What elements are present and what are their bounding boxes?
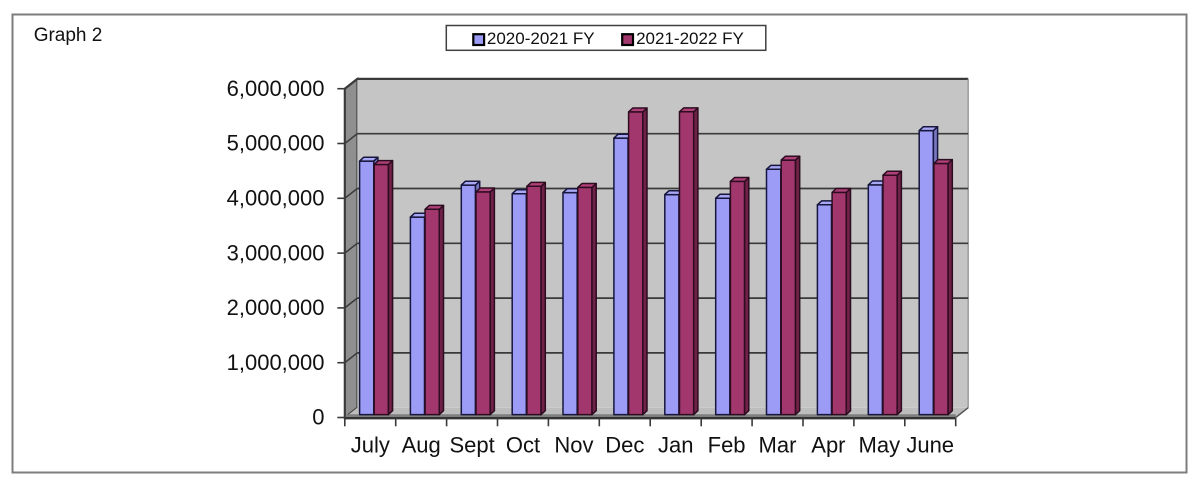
svg-text:2,000,000: 2,000,000 [227, 295, 325, 320]
svg-text:Dec: Dec [605, 433, 644, 458]
svg-text:July: July [351, 433, 390, 458]
svg-text:4,000,000: 4,000,000 [227, 186, 325, 211]
svg-text:5,000,000: 5,000,000 [227, 131, 325, 156]
svg-text:1,000,000: 1,000,000 [227, 350, 325, 375]
svg-text:Jan: Jan [658, 433, 693, 458]
svg-text:Mar: Mar [759, 433, 797, 458]
svg-text:Apr: Apr [811, 433, 845, 458]
svg-text:0: 0 [312, 405, 324, 430]
svg-text:June: June [906, 433, 954, 458]
svg-text:2021-2022 FY: 2021-2022 FY [636, 29, 744, 48]
svg-text:Oct: Oct [506, 433, 540, 458]
svg-text:2020-2021 FY: 2020-2021 FY [487, 29, 595, 48]
svg-text:Aug: Aug [402, 433, 441, 458]
svg-text:May: May [859, 433, 901, 458]
svg-text:6,000,000: 6,000,000 [227, 76, 325, 101]
svg-text:3,000,000: 3,000,000 [227, 240, 325, 265]
svg-text:Sept: Sept [449, 433, 494, 458]
svg-text:Nov: Nov [554, 433, 593, 458]
svg-text:Graph 2: Graph 2 [34, 25, 103, 46]
svg-text:Feb: Feb [708, 433, 746, 458]
